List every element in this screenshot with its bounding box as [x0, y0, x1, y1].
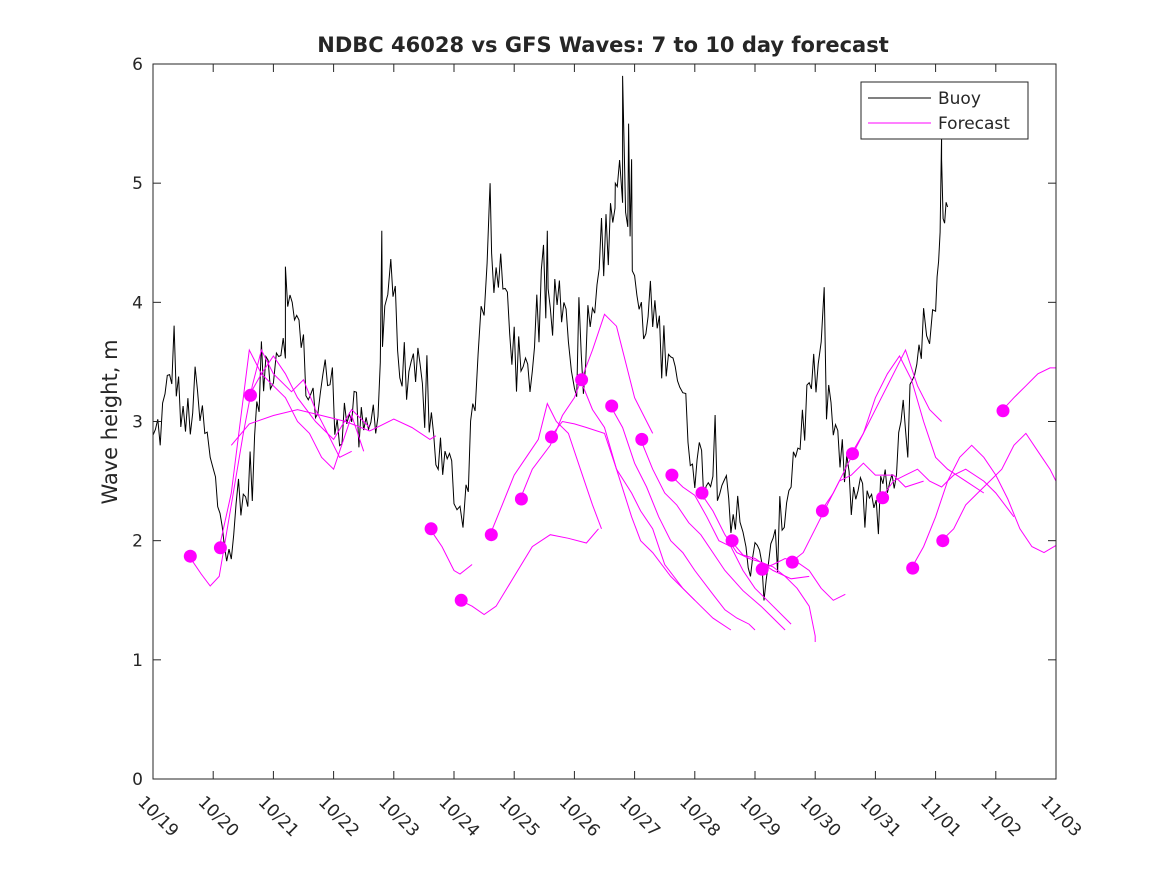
forecast-point-19: [876, 491, 890, 505]
forecast-point-10: [605, 399, 619, 413]
forecast-point-16: [785, 555, 799, 569]
chart-title: NDBC 46028 vs GFS Waves: 7 to 10 day for…: [317, 33, 888, 57]
forecast-point-3: [244, 388, 257, 402]
forecast-run-line-11: [610, 405, 756, 631]
forecast-run-line-13: [670, 474, 792, 625]
y-tick-label: 6: [132, 55, 143, 75]
forecast-run-line-16: [760, 557, 846, 601]
legend-box: [860, 81, 1029, 140]
y-tick-label: 2: [132, 532, 143, 552]
forecast-run-line-20: [880, 468, 1015, 518]
forecast-point-8: [545, 430, 558, 444]
forecast-point-7: [514, 492, 528, 506]
forecast-point-14: [725, 534, 739, 548]
forecast-run-line-12: [640, 439, 786, 631]
forecast-run-line-1: [188, 348, 352, 587]
plot-area: [153, 64, 1056, 779]
y-axis-label: Wave height, m: [98, 339, 122, 504]
buoy-series-line: [152, 75, 949, 601]
forecast-run-line-2: [218, 348, 365, 548]
forecast-run-line-21: [911, 444, 1057, 569]
forecast-point-20: [906, 561, 920, 575]
forecast-run-line-19: [850, 355, 985, 494]
forecast-run-line-9: [549, 420, 696, 601]
y-tick-label: 5: [132, 174, 143, 194]
forecast-point-11: [635, 432, 649, 446]
forecast-point-4: [424, 522, 438, 536]
forecast-point-15: [755, 562, 769, 576]
forecast-run-line-3: [248, 355, 371, 441]
forecast-point-6: [484, 528, 498, 542]
y-tick-label: 4: [132, 293, 143, 313]
forecast-run-line-14: [700, 492, 816, 642]
forecast-run-line-6: [459, 528, 599, 616]
y-tick-label: 1: [132, 651, 143, 671]
forecast-point-13: [695, 486, 709, 500]
forecast-point-22: [996, 404, 1010, 418]
forecast-point-17: [815, 504, 829, 518]
y-tick-label: 3: [132, 413, 143, 433]
series-layer: [152, 75, 1057, 642]
forecast-point-18: [846, 447, 859, 461]
plot-background: [153, 64, 1056, 779]
legend-forecast-label: Forecast: [938, 114, 1010, 134]
forecast-run-line-18: [820, 348, 942, 512]
forecast-run-line-10: [579, 379, 732, 631]
forecast-point-2: [213, 541, 227, 555]
forecast-run-line-7: [489, 402, 602, 535]
forecast-run-line-4: [230, 409, 437, 446]
forecast-point-5: [454, 593, 468, 607]
forecast-point-21: [936, 534, 950, 548]
forecast-point-1: [183, 549, 197, 563]
forecast-run-line-5: [429, 528, 473, 575]
legend: Buoy Forecast: [860, 81, 1029, 140]
forecast-point-12: [665, 468, 679, 482]
legend-buoy-label: Buoy: [938, 89, 981, 109]
forecast-run-line-22: [941, 432, 1057, 542]
y-tick-label: 0: [132, 770, 143, 790]
forecast-point-9: [575, 373, 589, 387]
forecast-run-line-23: [1001, 367, 1056, 412]
